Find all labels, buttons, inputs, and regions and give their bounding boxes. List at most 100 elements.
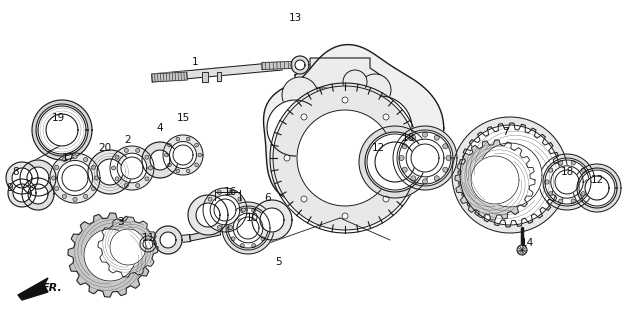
Polygon shape — [585, 176, 609, 200]
Polygon shape — [262, 61, 292, 69]
Circle shape — [55, 165, 59, 170]
Polygon shape — [117, 153, 147, 183]
Polygon shape — [539, 154, 595, 210]
Text: 20: 20 — [99, 143, 111, 153]
Circle shape — [261, 215, 265, 219]
Polygon shape — [38, 106, 86, 154]
Polygon shape — [359, 126, 431, 198]
Text: 8: 8 — [13, 167, 19, 177]
Circle shape — [434, 135, 439, 140]
Circle shape — [165, 153, 168, 157]
Circle shape — [218, 190, 221, 195]
Polygon shape — [196, 203, 220, 227]
Polygon shape — [144, 235, 190, 246]
Polygon shape — [397, 130, 453, 186]
Circle shape — [73, 155, 77, 159]
Text: 1: 1 — [191, 57, 198, 67]
Polygon shape — [98, 217, 158, 277]
Circle shape — [205, 208, 209, 212]
Circle shape — [402, 167, 407, 172]
Polygon shape — [399, 132, 451, 184]
Polygon shape — [150, 150, 170, 170]
Circle shape — [399, 156, 404, 161]
Circle shape — [92, 187, 95, 191]
Text: 11: 11 — [141, 233, 155, 243]
Polygon shape — [190, 229, 221, 241]
Circle shape — [549, 192, 553, 196]
Circle shape — [342, 97, 348, 103]
Polygon shape — [555, 170, 579, 194]
Circle shape — [422, 132, 427, 137]
Polygon shape — [110, 229, 146, 265]
Polygon shape — [163, 135, 203, 175]
Polygon shape — [154, 226, 182, 254]
Polygon shape — [27, 167, 49, 189]
Polygon shape — [233, 213, 263, 243]
Circle shape — [571, 161, 576, 165]
Polygon shape — [20, 160, 56, 196]
Circle shape — [383, 196, 389, 202]
Polygon shape — [28, 184, 48, 204]
Circle shape — [168, 163, 171, 167]
Polygon shape — [173, 145, 193, 165]
Circle shape — [343, 70, 367, 94]
Polygon shape — [573, 164, 621, 212]
Polygon shape — [295, 60, 305, 70]
Polygon shape — [18, 278, 48, 300]
Circle shape — [301, 196, 307, 202]
Polygon shape — [143, 239, 153, 249]
Polygon shape — [263, 44, 444, 203]
Polygon shape — [365, 132, 425, 192]
Polygon shape — [545, 160, 589, 204]
Circle shape — [186, 169, 190, 173]
Circle shape — [301, 114, 307, 120]
Circle shape — [55, 187, 59, 191]
Circle shape — [218, 226, 221, 229]
Circle shape — [558, 199, 563, 203]
Circle shape — [383, 114, 389, 120]
Polygon shape — [203, 188, 247, 232]
Polygon shape — [88, 150, 132, 194]
Text: 7: 7 — [502, 127, 508, 137]
Polygon shape — [32, 100, 92, 160]
Circle shape — [115, 177, 119, 181]
Polygon shape — [97, 159, 123, 185]
Text: 19: 19 — [52, 113, 65, 123]
Circle shape — [198, 153, 202, 157]
Polygon shape — [36, 104, 88, 156]
Text: 14: 14 — [520, 238, 534, 248]
Polygon shape — [142, 142, 178, 178]
Polygon shape — [226, 206, 270, 250]
Circle shape — [231, 215, 235, 219]
Text: 17: 17 — [62, 153, 74, 163]
Circle shape — [145, 177, 149, 181]
Polygon shape — [13, 184, 31, 202]
Polygon shape — [214, 199, 236, 221]
Circle shape — [238, 219, 242, 223]
Circle shape — [124, 184, 128, 188]
Polygon shape — [458, 123, 562, 227]
Circle shape — [581, 168, 586, 172]
Circle shape — [443, 144, 448, 149]
Circle shape — [571, 199, 576, 203]
Circle shape — [585, 180, 590, 184]
Circle shape — [402, 144, 407, 149]
Text: 10: 10 — [245, 213, 259, 223]
Circle shape — [252, 244, 256, 248]
Polygon shape — [152, 72, 187, 82]
Text: 6: 6 — [265, 193, 272, 203]
Circle shape — [186, 137, 190, 141]
Circle shape — [558, 161, 563, 165]
Polygon shape — [460, 125, 560, 225]
Circle shape — [94, 176, 99, 180]
Polygon shape — [393, 126, 457, 190]
Circle shape — [176, 169, 179, 173]
Circle shape — [73, 197, 77, 201]
Polygon shape — [170, 141, 197, 169]
Polygon shape — [295, 58, 385, 88]
Circle shape — [208, 197, 212, 201]
Circle shape — [517, 245, 527, 255]
Text: 9: 9 — [7, 183, 13, 193]
Text: 13: 13 — [288, 13, 301, 23]
Polygon shape — [84, 229, 136, 281]
